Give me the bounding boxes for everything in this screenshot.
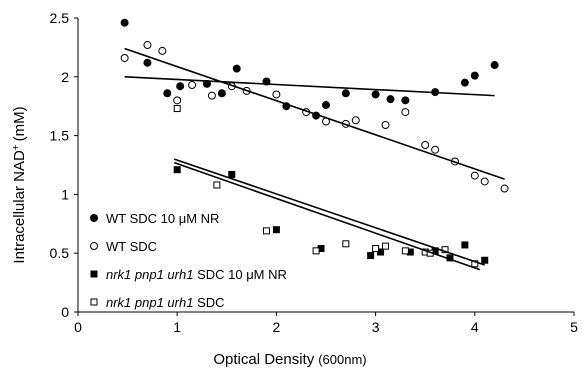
- x-axis-title: Optical Density (600nm): [213, 351, 366, 368]
- data-point: [372, 244, 380, 252]
- data-point: [500, 184, 509, 193]
- data-point: [272, 226, 280, 234]
- legend-item: nrk1 pnp1 urh1 SDC 10 μM NR: [90, 267, 287, 282]
- data-point: [217, 89, 226, 98]
- data-point: [143, 58, 152, 67]
- trend-line: [124, 47, 505, 180]
- x-axis-unit: (600nm): [318, 352, 366, 367]
- data-points: [120, 18, 509, 268]
- legend-label-italic: nrk1 pnp1 urh1: [106, 267, 193, 282]
- data-point: [158, 46, 167, 55]
- data-point: [120, 53, 129, 62]
- data-point: [173, 166, 181, 174]
- y-tick-label: 0.5: [50, 245, 70, 261]
- y-tick-label: 0: [61, 304, 69, 320]
- y-axis-label: Intracellular NAD: [11, 150, 28, 264]
- data-point: [421, 141, 430, 150]
- data-point: [176, 82, 185, 91]
- series-4: [173, 105, 479, 268]
- data-point: [401, 108, 410, 117]
- legend-label: nrk1 pnp1 urh1 SDC: [106, 295, 225, 310]
- data-point: [381, 121, 390, 130]
- data-point: [262, 227, 270, 235]
- x-tick-label: 0: [74, 319, 82, 335]
- trend-line: [173, 158, 485, 266]
- data-point: [470, 171, 479, 180]
- data-point: [173, 96, 182, 105]
- data-point: [143, 41, 152, 50]
- y-tick-label: 2: [61, 69, 69, 85]
- y-tick-label: 1: [61, 186, 69, 202]
- data-point: [272, 90, 281, 99]
- data-point: [351, 116, 360, 125]
- x-tick-label: 1: [173, 319, 181, 335]
- x-tick-label: 2: [273, 319, 281, 335]
- series-3: [173, 166, 489, 264]
- trend-line: [124, 76, 495, 97]
- series-1: [120, 18, 499, 120]
- data-point: [406, 248, 414, 256]
- legend-marker: [90, 298, 98, 306]
- legend-marker: [90, 242, 98, 250]
- data-point: [490, 61, 499, 70]
- data-point: [446, 254, 454, 262]
- legend-marker: [90, 214, 98, 222]
- data-point: [382, 242, 390, 250]
- data-point: [460, 78, 469, 87]
- y-axis-superscript: +: [11, 144, 22, 150]
- trend-line: [173, 161, 481, 271]
- y-tick-label: 1.5: [50, 128, 70, 144]
- legend-label-text: WT SDC 10 μM NR: [106, 211, 219, 226]
- data-point: [431, 145, 440, 154]
- data-point: [322, 101, 330, 110]
- data-point: [386, 95, 395, 104]
- legend-label-text: SDC: [193, 295, 224, 310]
- data-point: [213, 181, 221, 189]
- data-point: [341, 89, 350, 98]
- data-point: [188, 81, 197, 90]
- data-point: [207, 91, 216, 100]
- legend-label-text: WT SDC: [106, 239, 157, 254]
- data-point: [377, 248, 385, 256]
- legend-label-text: SDC 10 μM NR: [193, 267, 286, 282]
- data-point: [481, 256, 489, 264]
- data-point: [342, 240, 350, 248]
- legend-label: WT SDC 10 μM NR: [106, 211, 219, 226]
- data-point: [371, 90, 380, 99]
- data-point: [317, 244, 325, 252]
- x-tick-label: 4: [471, 319, 479, 335]
- legend-item: WT SDC: [90, 239, 157, 254]
- legend-item: WT SDC 10 μM NR: [90, 211, 219, 226]
- trend-lines: [124, 47, 505, 271]
- data-point: [232, 64, 241, 73]
- data-point: [163, 89, 172, 98]
- legend-item: nrk1 pnp1 urh1 SDC: [90, 295, 225, 310]
- legend-label-italic: nrk1 pnp1 urh1: [106, 295, 193, 310]
- x-axis-label: Optical Density: [213, 351, 314, 368]
- series-2: [120, 41, 509, 193]
- legend-label: nrk1 pnp1 urh1 SDC 10 μM NR: [106, 267, 287, 282]
- data-point: [470, 71, 479, 80]
- tick-labels: 0 1 2 3 4 5 0 0.5 1 1.5 2 2.5: [50, 10, 579, 335]
- data-point: [312, 247, 320, 255]
- data-point: [120, 18, 129, 27]
- data-point: [228, 170, 236, 178]
- data-point: [461, 241, 469, 249]
- y-tick-label: 2.5: [50, 10, 70, 26]
- data-point: [367, 252, 375, 260]
- x-tick-label: 3: [372, 319, 380, 335]
- x-tick-label: 5: [570, 319, 578, 335]
- legend: WT SDC 10 μM NR WT SDC nrk1 pnp1 urh1 SDC …: [90, 211, 287, 310]
- data-point: [173, 105, 181, 113]
- y-axis-unit: (mM): [11, 106, 28, 141]
- legend-label: WT SDC: [106, 239, 157, 254]
- data-point: [480, 177, 489, 186]
- legend-marker: [90, 270, 98, 278]
- axes: [74, 17, 575, 316]
- y-axis-title: Intracellular NAD+ (mM): [11, 106, 29, 263]
- data-point: [401, 96, 410, 105]
- data-point: [431, 247, 439, 255]
- data-point: [401, 247, 409, 255]
